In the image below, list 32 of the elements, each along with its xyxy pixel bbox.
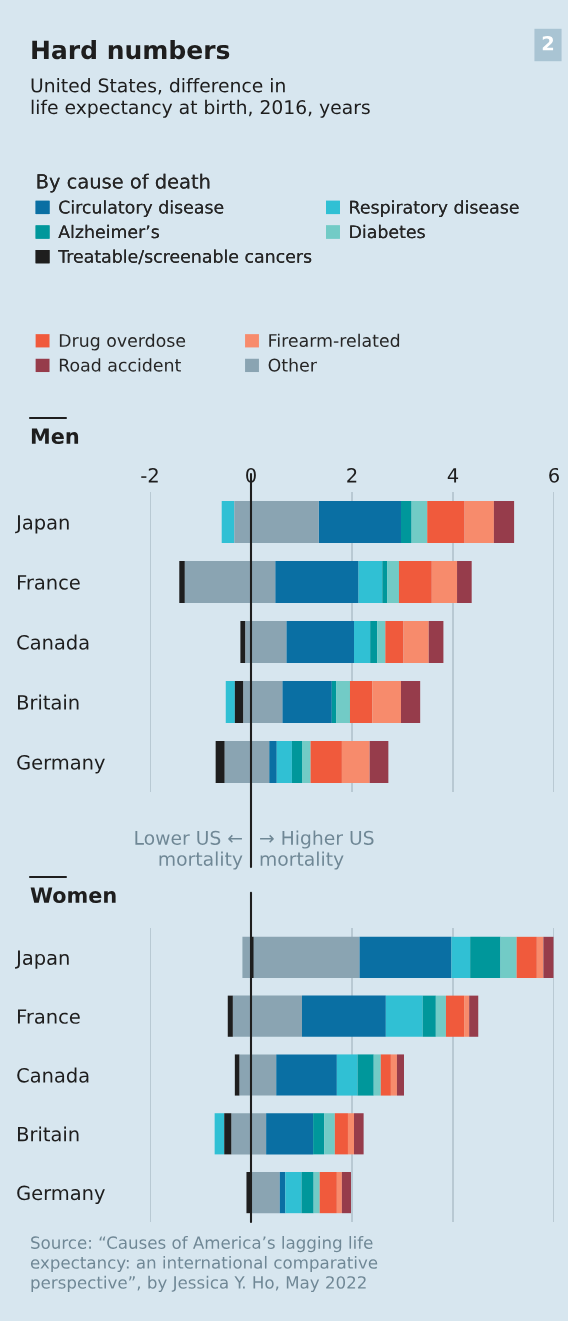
- legend-label: Respiratory disease: [350, 200, 519, 218]
- x-tick-label: -2: [141, 467, 158, 483]
- text: Lower US ← mortality: [135, 830, 243, 870]
- y-tick-label: Canada: [17, 634, 89, 650]
- x-tick-label: 2: [347, 467, 357, 483]
- legend-title: By cause of death: [37, 173, 210, 193]
- chart-subtitle: United States, difference in life expectancy at birth, 2016, years: [31, 78, 370, 118]
- chart-title: Hard numbers: [32, 39, 230, 60]
- legend-label: Circulatory disease: [59, 200, 224, 218]
- legend-label: Treatable/screenable cancers: [58, 249, 312, 265]
- source-note: Source: “Causes of America’s lagging life expectancy: an international comparative perspective”, by Jessica Y. Ho, May 2022: [30, 1236, 378, 1292]
- legend-label: Road accident: [59, 358, 181, 372]
- y-tick-label: Britain: [18, 694, 79, 710]
- legend-label: Firearm-related: [269, 333, 400, 348]
- text: Men: [31, 428, 79, 445]
- y-tick-label: France: [18, 575, 80, 590]
- y-tick-label: Germany: [17, 754, 105, 774]
- text: → Higher US mortality: [260, 830, 374, 870]
- x-tick-label: 6: [549, 467, 559, 483]
- legend-label: Diabetes: [350, 224, 425, 239]
- y-tick-label: France: [18, 1009, 80, 1024]
- x-tick-label: 4: [447, 468, 459, 483]
- legend-label: Drug overdose: [59, 333, 186, 351]
- y-tick-label: Japan: [15, 515, 69, 534]
- legend-label: Other: [268, 358, 317, 372]
- chart-title: Women: [30, 887, 116, 904]
- y-tick-label: Britain: [18, 1126, 79, 1142]
- y-tick-label: Japan: [15, 950, 69, 969]
- text: 2: [542, 35, 554, 51]
- y-tick-label: Canada: [17, 1067, 89, 1083]
- legend-label: Alzheimer’s: [58, 224, 159, 239]
- y-tick-label: Germany: [17, 1185, 105, 1205]
